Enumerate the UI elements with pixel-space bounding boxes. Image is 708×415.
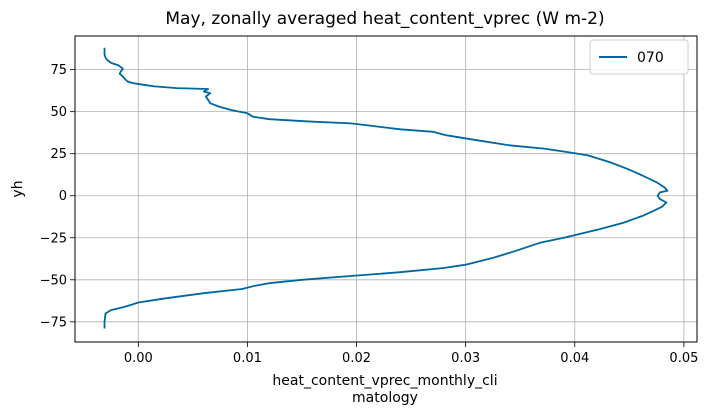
- x-tick-label: 0.01: [233, 351, 262, 366]
- y-tick-label: −25: [40, 231, 67, 246]
- legend-label: 070: [637, 50, 664, 66]
- chart-title: May, zonally averaged heat_content_vprec…: [165, 9, 604, 29]
- x-tick-label: 0.00: [124, 351, 153, 366]
- legend-box: [589, 39, 689, 75]
- y-tick-label: 25: [50, 147, 67, 162]
- x-axis-label-line-2: matology: [352, 390, 418, 406]
- legend: 070: [589, 39, 689, 75]
- y-tick-label: 0: [59, 189, 67, 204]
- y-tick-label: 75: [50, 63, 67, 78]
- y-tick-label: −75: [40, 315, 67, 330]
- y-axis: −75 −50 −25 0 25 50 75: [40, 63, 75, 330]
- x-axis-label-line-1: heat_content_vprec_monthly_cli: [272, 373, 497, 389]
- y-axis-label: yh: [10, 180, 26, 197]
- series-layer: [103, 47, 669, 329]
- grid: [75, 36, 697, 342]
- x-tick-label: 0.04: [560, 351, 589, 366]
- x-tick-label: 0.02: [342, 351, 371, 366]
- y-tick-label: 50: [50, 105, 67, 120]
- x-axis: 0.00 0.01 0.02 0.03 0.04 0.05: [124, 342, 698, 366]
- series-line: [103, 47, 669, 329]
- y-tick-label: −50: [40, 273, 67, 288]
- x-tick-label: 0.03: [451, 351, 480, 366]
- plot-frame: [74, 35, 698, 343]
- x-tick-label: 0.05: [669, 351, 698, 366]
